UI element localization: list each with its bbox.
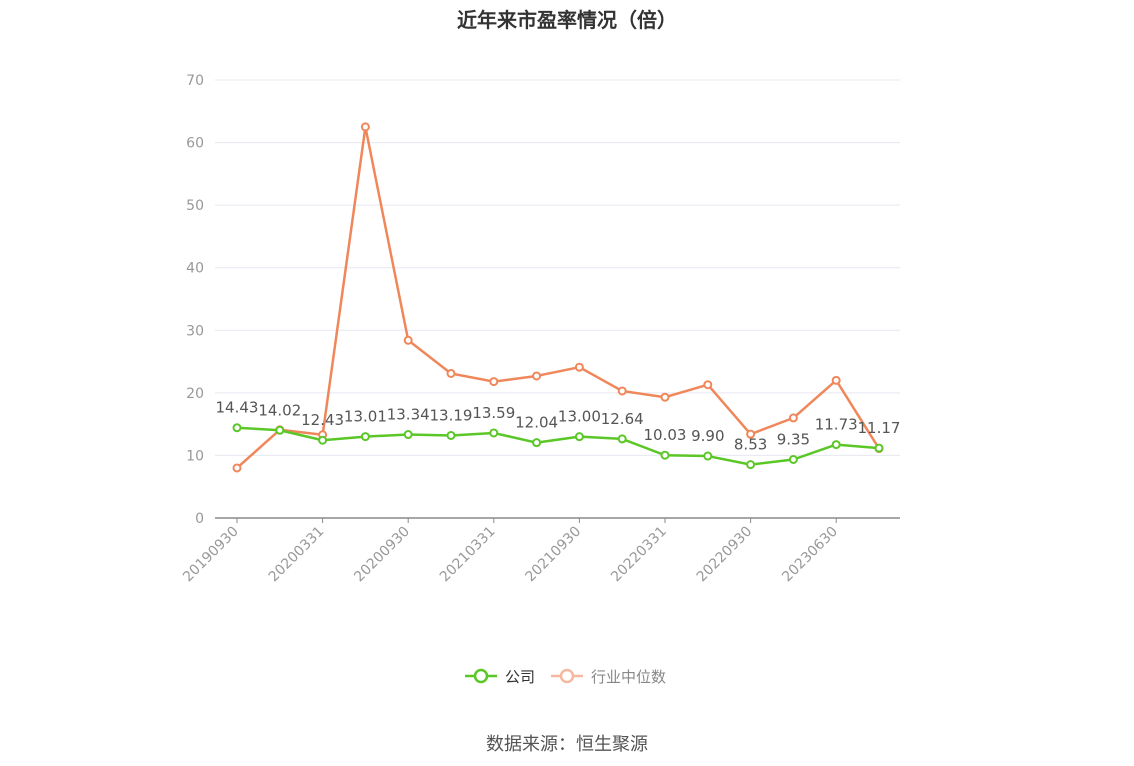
data-point [574, 432, 584, 442]
data-label: 12.64 [601, 410, 644, 428]
legend-label: 行业中位数 [591, 668, 666, 686]
data-point [532, 371, 542, 381]
y-tick-label: 0 [195, 511, 204, 527]
data-point [788, 454, 798, 464]
data-point [446, 368, 456, 378]
y-tick-label: 10 [186, 448, 204, 464]
gridlines [215, 79, 900, 456]
legend-item-industry-median: 行业中位数 [551, 668, 666, 686]
data-point [232, 423, 242, 433]
data-point [403, 335, 413, 345]
data-point [574, 362, 584, 372]
data-label: 9.90 [691, 427, 724, 445]
x-tick-label: 20230630 [779, 524, 841, 586]
legend: 公司 行业中位数 [465, 668, 666, 686]
data-point [403, 430, 413, 440]
legend-swatch-marker [559, 668, 575, 684]
data-point [232, 463, 242, 473]
y-axis-ticks: 0 10 20 30 40 50 60 70 [186, 73, 204, 527]
series-line-industry-median [236, 125, 881, 469]
data-label: 13.00 [558, 408, 601, 426]
data-point [874, 443, 884, 453]
y-tick-label: 30 [186, 323, 204, 339]
data-label: 13.59 [472, 404, 515, 422]
data-point [617, 386, 627, 396]
legend-label: 公司 [505, 668, 535, 686]
legend-swatch-marker [473, 668, 489, 684]
data-point [318, 435, 328, 445]
data-label: 8.53 [734, 436, 767, 454]
x-tick-label: 20200930 [351, 524, 413, 586]
data-label: 14.43 [216, 399, 259, 417]
x-tick-label: 20200331 [266, 524, 328, 586]
data-point [489, 428, 499, 438]
data-point [703, 451, 713, 461]
data-label: 11.73 [815, 416, 858, 434]
data-point [446, 430, 456, 440]
data-point [660, 392, 670, 402]
data-label: 11.17 [858, 419, 901, 437]
data-label: 13.19 [430, 406, 473, 424]
y-tick-label: 40 [186, 261, 204, 277]
x-axis: 20190930 20200331 20200930 20210331 20210930… [180, 517, 900, 586]
series-line-company [236, 426, 880, 466]
data-label: 10.03 [644, 426, 687, 444]
y-tick-label: 50 [186, 198, 204, 214]
data-point [275, 425, 285, 435]
data-label: 14.02 [258, 401, 301, 419]
data-point [831, 375, 841, 385]
data-point [788, 413, 798, 423]
x-tick-label: 20210930 [523, 524, 585, 586]
data-label: 13.34 [387, 406, 430, 424]
data-source: 数据来源：恒生聚源 [486, 734, 648, 755]
data-label: 9.35 [777, 430, 810, 448]
data-label: 12.04 [515, 414, 558, 432]
data-point [532, 438, 542, 448]
data-point [617, 434, 627, 444]
data-point [831, 440, 841, 450]
series-lines [232, 122, 884, 473]
x-tick-label: 20220331 [608, 524, 670, 586]
data-point [746, 429, 756, 439]
x-tick-label: 20210331 [437, 524, 499, 586]
x-tick-label: 20220930 [694, 524, 756, 586]
y-tick-label: 60 [186, 136, 204, 152]
y-tick-label: 70 [186, 73, 204, 89]
data-point [360, 122, 370, 132]
data-label: 12.43 [301, 411, 344, 429]
series-company [232, 423, 884, 470]
y-tick-label: 20 [186, 386, 204, 402]
data-point [360, 432, 370, 442]
data-point [703, 380, 713, 390]
data-point [489, 377, 499, 387]
data-point [746, 460, 756, 470]
data-label: 13.01 [344, 408, 387, 426]
chart-title: 近年来市盈率情况（倍） [457, 8, 677, 32]
x-tick-label: 20190930 [180, 524, 242, 586]
data-point [660, 450, 670, 460]
legend-item-company: 公司 [465, 668, 535, 686]
